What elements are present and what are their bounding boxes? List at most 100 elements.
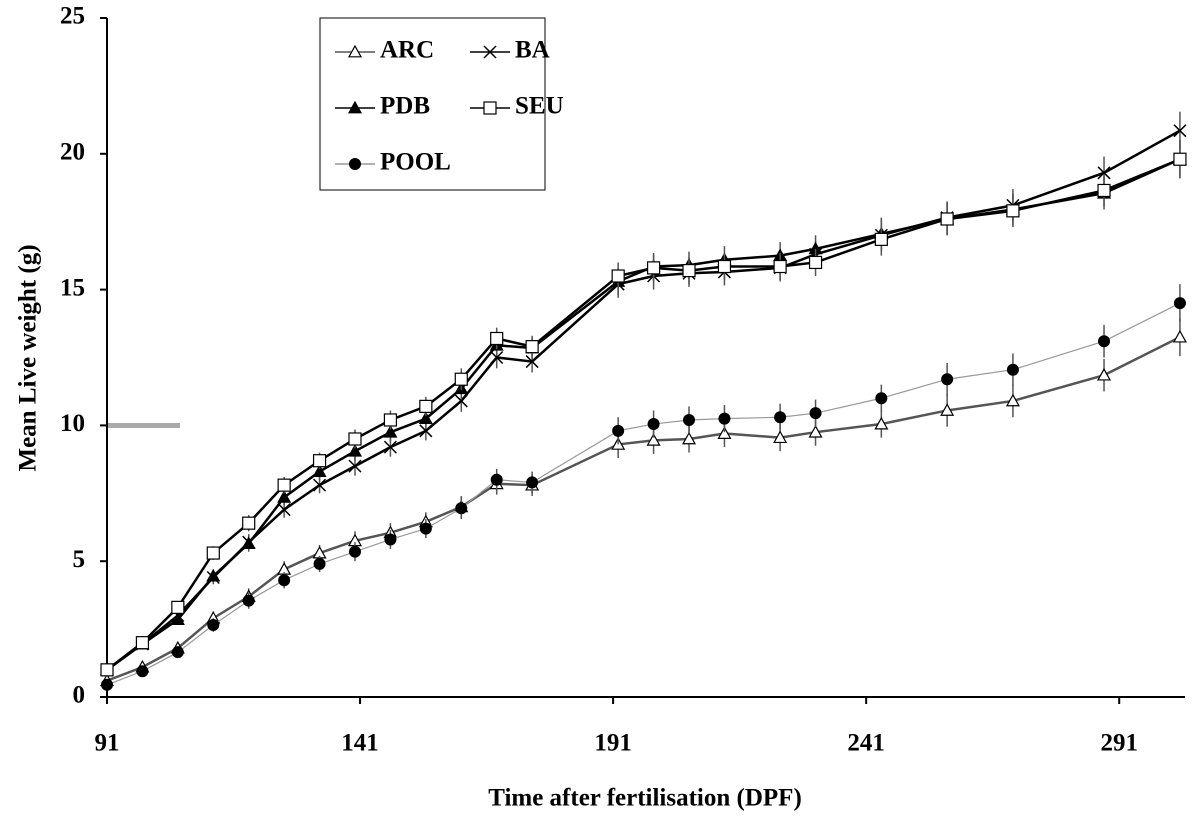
data-point [207, 619, 220, 632]
x-tick-label: 141 [341, 730, 379, 757]
data-point [277, 478, 291, 492]
data-point [611, 269, 625, 283]
y-axis-title: Mean Live weight (g) [15, 244, 42, 471]
data-point [1173, 152, 1187, 166]
data-point [646, 433, 661, 446]
x-tick-label: 91 [95, 730, 120, 757]
y-tick-label: 10 [60, 410, 85, 437]
legend-label: PDB [380, 93, 430, 120]
data-point [419, 424, 433, 438]
data-point [384, 533, 397, 546]
legend-marker [483, 101, 497, 115]
data-point [874, 416, 889, 430]
data-point [1006, 363, 1019, 376]
legend-label: BA [515, 37, 550, 64]
data-point [1172, 329, 1187, 343]
legend-marker [483, 45, 497, 59]
data-point [490, 473, 503, 486]
data-point [1097, 183, 1111, 198]
data-point [940, 403, 955, 416]
data-point [808, 255, 823, 270]
y-tick-label: 25 [60, 3, 85, 30]
x-tick-label: 241 [847, 730, 885, 757]
data-point [278, 574, 291, 587]
data-point [683, 413, 696, 426]
data-point [940, 212, 954, 226]
data-point [101, 678, 113, 691]
data-point [717, 259, 732, 274]
data-point [418, 411, 433, 425]
data-point [1097, 166, 1111, 180]
data-point [100, 663, 114, 677]
series-line [106, 336, 1181, 682]
data-point [277, 490, 292, 503]
y-tick-label: 20 [60, 139, 85, 166]
data-point [171, 600, 185, 614]
data-point [647, 418, 660, 431]
data-point [313, 478, 327, 492]
data-point [277, 503, 291, 517]
data-point [646, 261, 661, 275]
legend-marker [347, 100, 363, 114]
data-point [347, 443, 363, 457]
data-point [206, 568, 221, 582]
data-point [348, 432, 362, 446]
legend-label: ARC [380, 37, 434, 64]
data-point [774, 411, 787, 424]
data-point [718, 412, 731, 425]
series-line [106, 158, 1181, 671]
data-point [773, 259, 787, 274]
data-point [717, 426, 732, 439]
data-point [1006, 204, 1020, 218]
series-line [106, 158, 1181, 671]
data-point [1173, 297, 1186, 310]
data-point [612, 424, 625, 437]
data-point [455, 502, 468, 515]
legend-label: SEU [515, 93, 564, 120]
data-point [525, 355, 539, 369]
data-point [242, 594, 255, 607]
data-point [874, 232, 888, 246]
data-point [490, 331, 504, 346]
data-point [419, 399, 433, 413]
data-point [809, 407, 822, 420]
data-point [1097, 367, 1112, 381]
data-point [242, 516, 256, 530]
stray-mark [108, 423, 180, 428]
x-tick-label: 291 [1100, 730, 1138, 757]
data-point [206, 546, 220, 560]
data-point [136, 665, 149, 678]
x-axis-title: Time after fertilisation (DPF) [488, 785, 802, 812]
data-point [1098, 335, 1111, 348]
data-point [454, 372, 468, 386]
y-tick-label: 5 [73, 546, 86, 573]
data-point [313, 557, 326, 570]
data-point [526, 476, 539, 489]
data-point [170, 612, 185, 625]
data-point [525, 340, 539, 354]
legend-marker [349, 158, 361, 170]
data-point [941, 373, 954, 386]
data-point [312, 454, 327, 468]
data-point [681, 431, 697, 445]
data-point [875, 392, 888, 405]
data-point [808, 424, 823, 438]
data-point [171, 646, 184, 659]
data-point [419, 522, 432, 535]
data-point [383, 424, 398, 438]
data-point [383, 440, 397, 454]
data-point [490, 350, 504, 365]
data-point [383, 413, 398, 427]
data-point [348, 545, 361, 558]
legend-marker [347, 44, 363, 58]
data-point [454, 394, 468, 408]
data-point [773, 430, 788, 444]
data-point [1173, 124, 1187, 138]
data-point [135, 636, 150, 650]
series-line [106, 302, 1181, 686]
x-tick-label: 191 [594, 730, 632, 757]
y-tick-label: 0 [73, 682, 86, 709]
y-tick-label: 15 [60, 274, 85, 301]
